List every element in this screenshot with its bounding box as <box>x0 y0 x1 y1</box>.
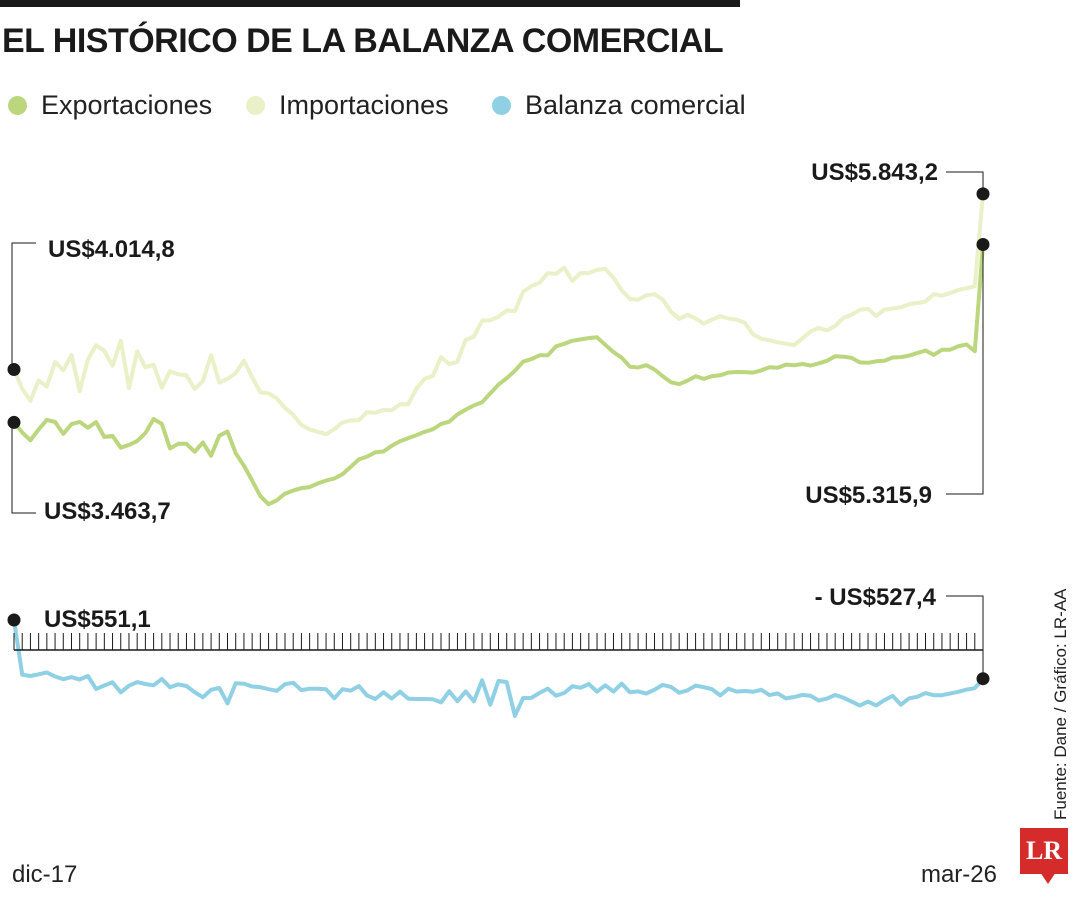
series-lines <box>12 191 985 718</box>
annotation-imports-end: US$5.843,2 <box>811 159 938 186</box>
leader-imports-start <box>11 242 36 370</box>
legend-item-exports: Exportaciones <box>8 88 212 122</box>
marker-imports-start <box>7 362 21 376</box>
legend-swatch-exports <box>8 95 27 115</box>
legend-item-imports: Importaciones <box>246 88 449 122</box>
marker-imports-end <box>976 187 990 201</box>
annotation-balance-start: US$551,1 <box>44 606 151 633</box>
source-credit: Fuente: Dane / Gráfico: LR-AA <box>1051 588 1070 821</box>
annotation-balance-end: - US$527,4 <box>815 584 937 611</box>
leader-imports-end <box>946 171 984 194</box>
legend-label-balance: Balanza comercial <box>525 89 746 120</box>
marker-exports-end <box>976 238 990 252</box>
annotation-exports-start: US$3.463,7 <box>44 498 171 525</box>
series-line-exportaciones <box>12 242 985 507</box>
leader-balance-end <box>946 595 984 679</box>
lr-logo: LR <box>1020 828 1068 874</box>
x-axis-end-label: mar-26 <box>921 861 997 888</box>
x-axis-start-label: dic-17 <box>12 861 77 888</box>
marker-balance-end <box>976 672 990 686</box>
legend-label-exports: Exportaciones <box>41 89 213 120</box>
marker-exports-start <box>7 415 21 429</box>
annotation-exports-end: US$5.315,9 <box>805 482 932 509</box>
annotation-leaders <box>11 171 984 679</box>
legend-swatch-balance <box>492 95 511 115</box>
marker-balance-start <box>7 613 21 627</box>
series-line-importaciones <box>12 191 985 437</box>
top-rule <box>0 0 740 7</box>
legend-item-balance: Balanza comercial <box>492 88 746 122</box>
zero-axis <box>13 633 984 651</box>
endpoint-markers <box>7 187 990 686</box>
legend-swatch-imports <box>246 95 265 115</box>
leader-exports-start <box>11 422 36 514</box>
chart-title: EL HISTÓRICO DE LA BALANZA COMERCIAL <box>2 22 724 60</box>
legend-label-imports: Importaciones <box>279 89 449 120</box>
series-line-balanza-comercial <box>12 618 985 718</box>
leader-exports-end <box>946 244 984 495</box>
annotation-imports-start: US$4.014,8 <box>48 236 175 263</box>
lr-logo-tail <box>1040 872 1056 884</box>
